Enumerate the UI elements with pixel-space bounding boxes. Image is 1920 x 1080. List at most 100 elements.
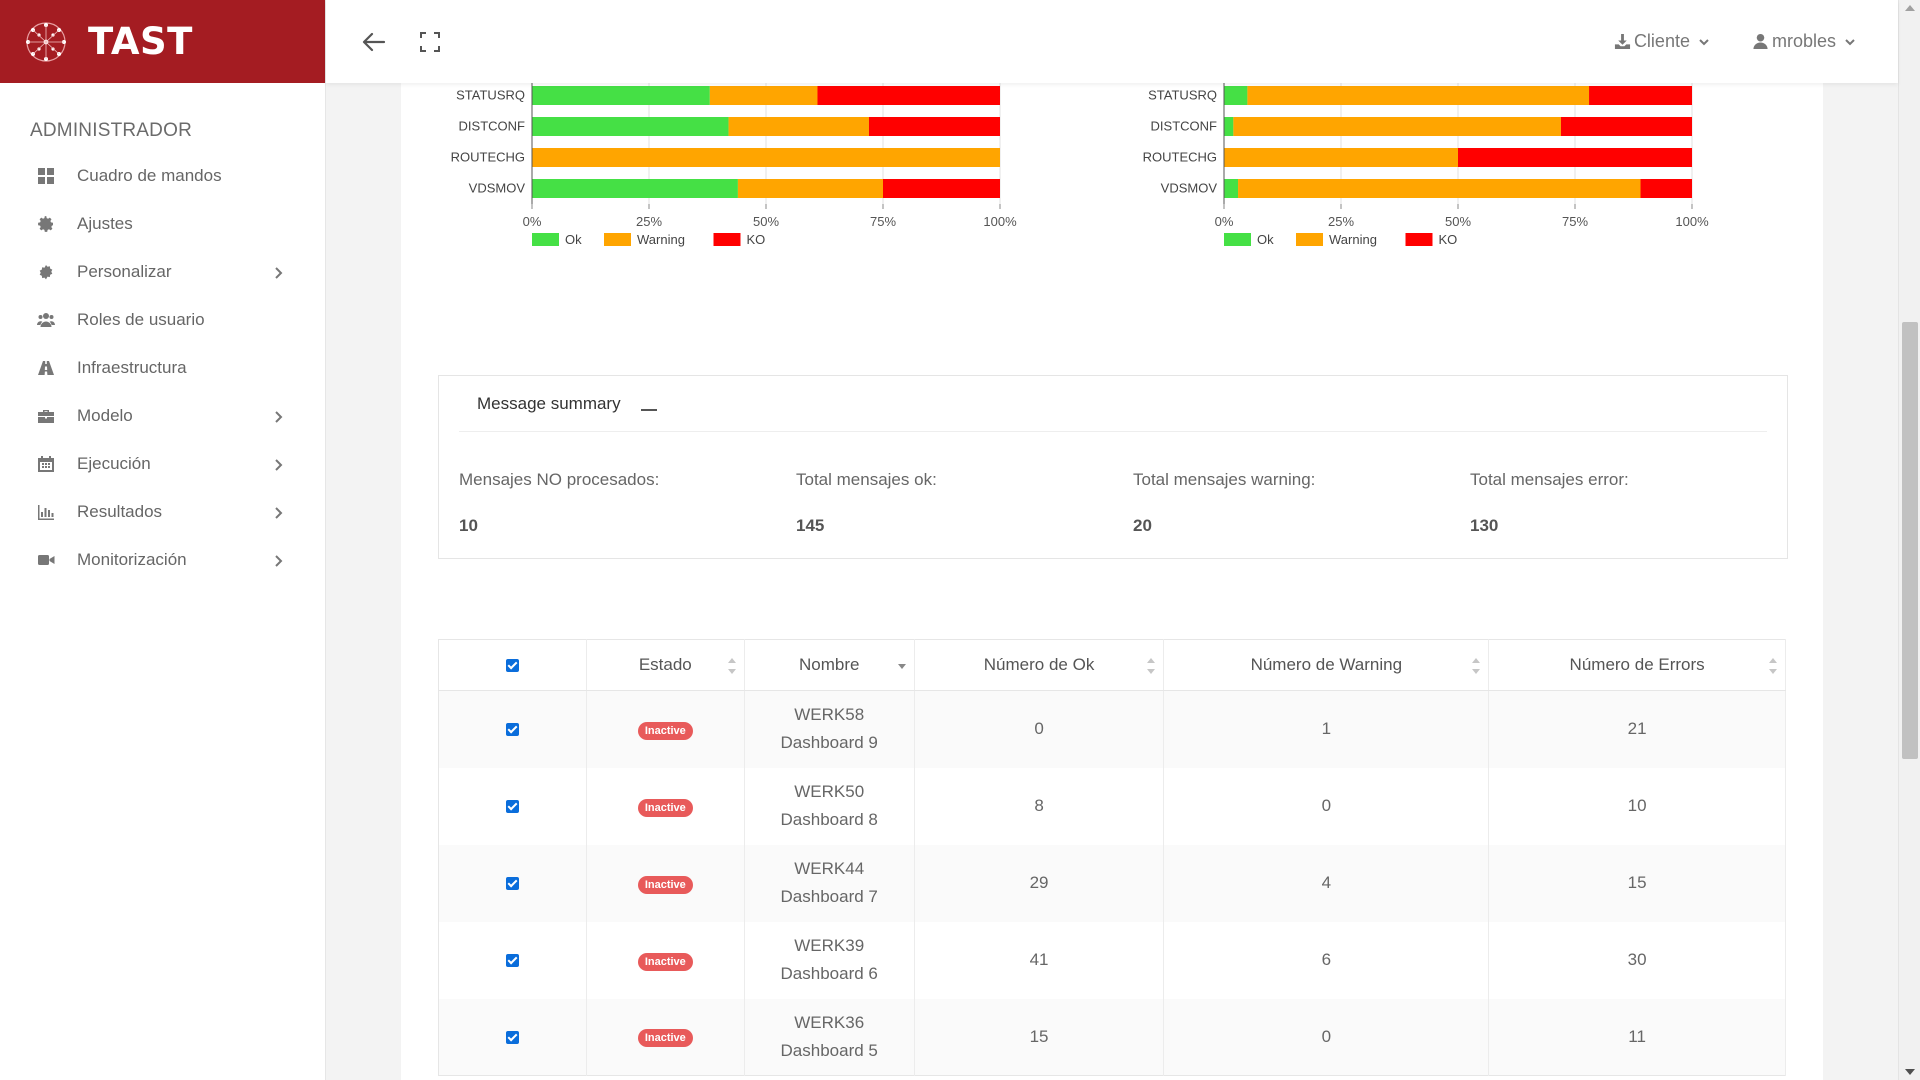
chevron-right-icon: [271, 505, 285, 519]
sidebar-item-roles-de-usuario[interactable]: Roles de usuario: [0, 296, 325, 344]
status-cell: Inactive: [586, 998, 745, 1076]
row-id: WERK39: [794, 936, 865, 955]
sidebar-item-label: Ejecución: [77, 454, 151, 473]
chart-svg: STATUSRQ DISTCONF ROUTECHG VDSMOV 0% 25% 50% 75…: [451, 74, 1017, 247]
row-select-cell: [438, 844, 587, 922]
warning-cell: 0: [1163, 998, 1490, 1076]
back-arrow-icon[interactable]: [360, 28, 388, 56]
category-label: VDSMOV: [469, 181, 526, 196]
name-cell: WERK36 Dashboard 5: [744, 998, 915, 1076]
user-menu[interactable]: mrobles: [1752, 31, 1856, 52]
warning-cell: 6: [1163, 921, 1490, 999]
sidebar-item-monitorizacion[interactable]: Monitorización: [0, 536, 325, 584]
minimize-icon[interactable]: [640, 408, 657, 411]
table-row[interactable]: Inactive WERK50 Dashboard 8 8 0 10: [438, 767, 1786, 845]
legend-swatch-warning: [1296, 233, 1323, 246]
sidebar-item-ajustes[interactable]: Ajustes: [0, 200, 325, 248]
bar-warning: [1224, 148, 1458, 167]
ok-cell: 0: [914, 690, 1165, 768]
bar-ko: [1458, 148, 1692, 167]
sidebar-item-resultados[interactable]: Resultados: [0, 488, 325, 536]
row-checkbox[interactable]: [505, 1030, 519, 1044]
column-header-label: Número de Ok: [983, 655, 1095, 674]
app-name: TAST: [88, 20, 193, 63]
table-row[interactable]: Inactive WERK44 Dashboard 7 29 4 15: [438, 844, 1786, 922]
column-header-estado[interactable]: Estado: [586, 639, 745, 691]
row-checkbox[interactable]: [505, 723, 519, 737]
summary-value: 10: [459, 516, 478, 535]
row-checkbox[interactable]: [505, 800, 519, 814]
summary-title: Message summary: [477, 393, 621, 413]
sort-icon: [1472, 658, 1481, 674]
sidebar-item-infraestructura[interactable]: Infraestructura: [0, 344, 325, 392]
bar-warning: [1238, 179, 1641, 198]
calendar-icon: [36, 454, 56, 474]
column-header-errors[interactable]: Número de Errors: [1488, 639, 1786, 691]
bar-ok: [532, 117, 729, 136]
table-row[interactable]: Inactive WERK36 Dashboard 5 15 0 11: [438, 998, 1786, 1076]
column-header-warning[interactable]: Número de Warning: [1163, 639, 1490, 691]
sidebar-nav: Cuadro de mandos Ajustes Personalizar Ro…: [0, 152, 325, 584]
tick-label: 25%: [636, 214, 662, 229]
bar-ok: [1224, 117, 1234, 136]
sort-icon: [1769, 658, 1777, 674]
bar-ko: [1560, 117, 1692, 136]
errors-cell: 30: [1488, 921, 1786, 999]
sidebar-item-cuadro-de-mandos[interactable]: Cuadro de mandos: [0, 152, 325, 200]
bar-ko: [1589, 86, 1692, 105]
brand-header[interactable]: TAST: [0, 0, 325, 83]
column-header-ok[interactable]: Número de Ok: [914, 639, 1165, 691]
scroll-up-arrow-icon[interactable]: [1905, 5, 1915, 11]
cog-icon: [36, 262, 56, 282]
row-dashboard: Dashboard 9: [780, 733, 878, 753]
chevron-right-icon: [271, 553, 285, 567]
status-cell: Inactive: [586, 690, 745, 768]
bar-ko: [1640, 179, 1692, 198]
summary-value: 20: [1133, 516, 1152, 535]
legend-swatch-warning: [604, 233, 631, 246]
row-checkbox[interactable]: [505, 877, 519, 891]
tick-label: 75%: [870, 214, 896, 229]
network-globe-icon: [26, 21, 66, 62]
briefcase-icon: [36, 406, 56, 426]
legend-label: KO: [747, 232, 766, 247]
tick-label: 100%: [1675, 214, 1709, 229]
sidebar-item-label: Cuadro de mandos: [77, 166, 222, 185]
client-label: Cliente: [1633, 31, 1690, 51]
row-dashboard: Dashboard 8: [780, 810, 878, 829]
bar-ok: [1224, 86, 1248, 105]
summary-item-error: Total mensajes error: 130: [1470, 470, 1629, 536]
bar-warning: [532, 148, 1000, 167]
row-checkbox[interactable]: [505, 954, 519, 968]
summary-item-ok: Total mensajes ok: 145: [796, 470, 937, 536]
row-id: WERK36: [794, 1012, 865, 1032]
category-label: VDSMOV: [1161, 181, 1218, 196]
sidebar-item-label: Infraestructura: [77, 358, 187, 377]
sort-icon: [1147, 658, 1156, 674]
summary-header: Message summary: [459, 376, 1767, 432]
bar-warning: [728, 117, 869, 136]
table-row[interactable]: Inactive WERK39 Dashboard 6 41 6 30: [438, 921, 1786, 999]
fullscreen-icon[interactable]: [418, 30, 442, 54]
select-all-header: [438, 639, 587, 691]
bar-ok: [1224, 179, 1239, 198]
sidebar-item-personalizar[interactable]: Personalizar: [0, 248, 325, 296]
bar-warning: [1247, 86, 1590, 105]
scrollbar-thumb[interactable]: [1902, 322, 1918, 759]
client-download-menu[interactable]: Cliente: [1614, 31, 1710, 52]
category-label: STATUSRQ: [1148, 88, 1217, 103]
row-select-cell: [438, 998, 587, 1076]
table-row[interactable]: Inactive WERK58 Dashboard 9 0 1 21: [438, 690, 1786, 768]
vertical-scrollbar[interactable]: [1898, 0, 1920, 1080]
sort-desc-icon: [897, 658, 906, 674]
column-header-nombre[interactable]: Nombre: [744, 639, 915, 691]
sidebar-item-modelo[interactable]: Modelo: [0, 392, 325, 440]
warning-cell: 4: [1163, 844, 1490, 922]
sidebar-item-ejecucion[interactable]: Ejecución: [0, 440, 325, 488]
sidebar-item-label: Personalizar: [77, 262, 172, 281]
status-cell: Inactive: [586, 844, 745, 922]
select-all-checkbox[interactable]: [505, 659, 519, 673]
results-table: Estado Nombre Número de Ok Número de War…: [438, 639, 1786, 1076]
scroll-down-arrow-icon[interactable]: [1905, 1069, 1915, 1075]
legend-swatch-ok: [532, 233, 559, 246]
